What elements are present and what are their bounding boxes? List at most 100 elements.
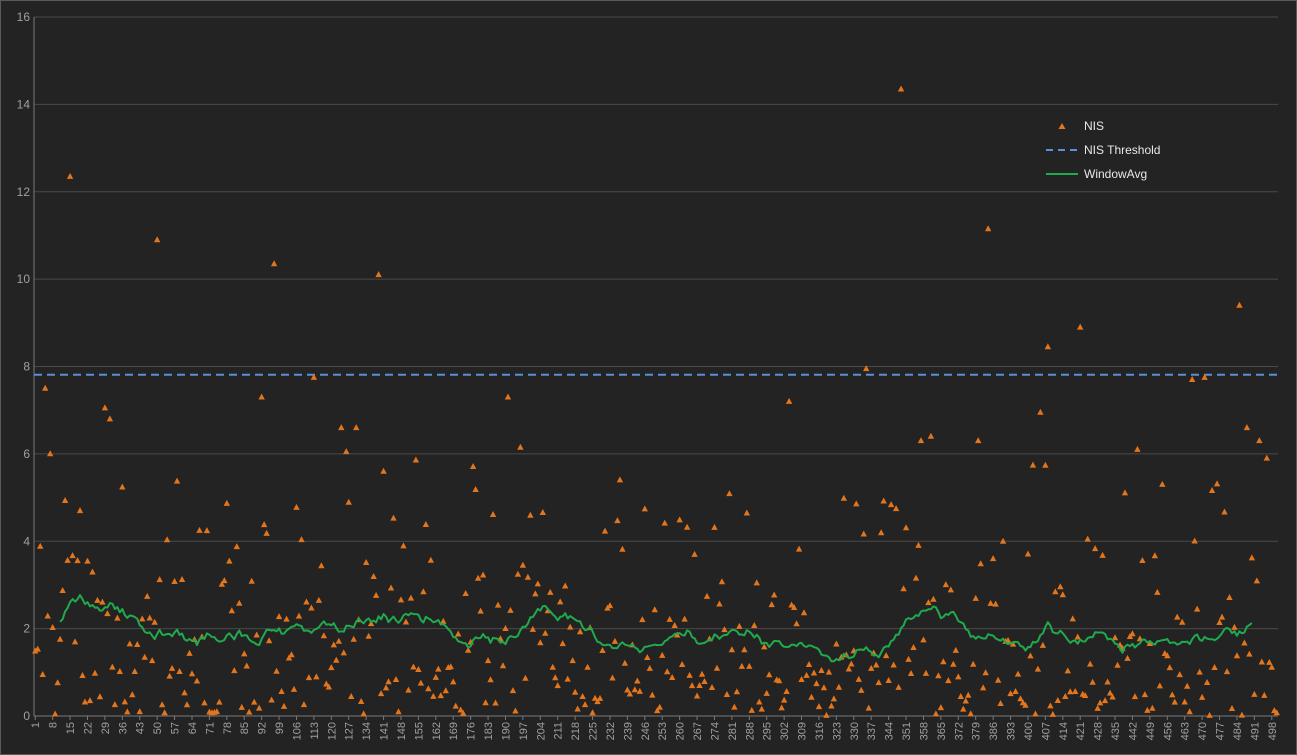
- nis-point: [950, 660, 957, 667]
- nis-point: [370, 572, 377, 579]
- x-tick-label: 8: [48, 722, 60, 728]
- nis-point: [681, 615, 688, 622]
- nis-point: [315, 596, 323, 603]
- y-tick-label: 12: [17, 185, 31, 199]
- legend-item-windowavg: WindowAvg: [1046, 167, 1147, 181]
- nis-point: [1223, 668, 1231, 675]
- nis-point: [1067, 688, 1074, 695]
- nis-point: [66, 172, 74, 179]
- legend-item-nis: NIS: [1058, 119, 1104, 133]
- nis-point: [313, 673, 320, 680]
- x-tick-label: 239: [622, 722, 634, 740]
- nis-point: [910, 644, 917, 651]
- nis-point: [858, 686, 865, 693]
- x-tick-label: 155: [413, 722, 425, 740]
- nis-point: [678, 660, 686, 667]
- x-tick-label: 113: [309, 722, 321, 740]
- nis-point: [885, 676, 892, 683]
- nis-point: [1042, 461, 1049, 468]
- x-tick-label: 120: [326, 722, 338, 740]
- nis-point: [955, 673, 962, 680]
- nis-point: [69, 552, 76, 559]
- nis-point: [746, 662, 753, 669]
- nis-point: [1034, 665, 1042, 672]
- nis-point: [238, 703, 245, 710]
- x-tick-label: 288: [744, 722, 756, 740]
- x-tick-label: 281: [727, 722, 739, 740]
- nis-point: [91, 669, 99, 676]
- gridlines: [34, 16, 1278, 630]
- nis-point: [362, 558, 370, 565]
- nis-point: [1201, 373, 1208, 380]
- nis-point: [1211, 664, 1218, 671]
- nis-point: [305, 674, 313, 681]
- nis-point: [835, 683, 843, 690]
- nis-point: [158, 701, 166, 708]
- nis-point: [1096, 699, 1104, 706]
- nis-point: [141, 653, 148, 660]
- nis-point: [56, 635, 64, 642]
- x-tick-label: 50: [152, 722, 164, 734]
- nis-point: [895, 683, 902, 690]
- nis-point: [265, 637, 273, 644]
- nis-point: [156, 576, 163, 583]
- nis-point: [1196, 668, 1203, 675]
- x-tick-label: 400: [1023, 722, 1035, 740]
- nis-point: [226, 557, 233, 564]
- x-tick-label: 99: [274, 722, 286, 734]
- x-tick-label: 358: [918, 722, 930, 740]
- x-tick-label: 344: [884, 722, 896, 740]
- nis-point: [37, 542, 44, 549]
- nis-point: [1166, 664, 1173, 671]
- nis-point: [994, 676, 1002, 683]
- x-tick-label: 15: [65, 722, 77, 734]
- nis-point: [64, 556, 71, 563]
- nis-point: [698, 670, 706, 677]
- nis-point: [1017, 695, 1024, 702]
- x-tick-label: 267: [692, 722, 704, 740]
- x-tick-label: 106: [291, 722, 303, 740]
- nis-point: [171, 577, 178, 584]
- nis-point: [626, 690, 634, 697]
- nis-point: [683, 523, 691, 530]
- nis-point: [631, 686, 639, 693]
- nis-point: [392, 675, 400, 682]
- nis-point: [900, 585, 907, 592]
- nis-point: [183, 701, 191, 708]
- nis-point: [168, 664, 176, 671]
- nis-point: [989, 555, 997, 562]
- x-tick-label: 365: [936, 722, 948, 740]
- nis-point: [39, 671, 46, 678]
- x-tick-label: 477: [1215, 722, 1227, 740]
- nis-point: [833, 640, 840, 647]
- window-avg-layer: [59, 594, 1253, 663]
- nis-point: [542, 629, 549, 636]
- nis-point: [639, 616, 646, 623]
- x-axis: 1 8 15 22 29 36 43 50 57 64 71 78 85 92 99 106 113 120 127…: [30, 715, 1279, 740]
- nis-point: [514, 570, 522, 577]
- nis-point: [1027, 652, 1034, 659]
- nis-point: [845, 665, 853, 672]
- nis-point: [293, 503, 300, 510]
- nis-point: [783, 688, 790, 695]
- nis-point: [153, 236, 161, 243]
- nis-point: [472, 485, 479, 492]
- x-tick-label: 127: [344, 722, 356, 740]
- nis-point: [260, 521, 268, 528]
- nis-point: [557, 598, 564, 605]
- nis-point: [1181, 698, 1188, 705]
- nis-point: [609, 674, 616, 681]
- nis-point: [1086, 660, 1094, 667]
- nis-point: [308, 604, 315, 611]
- nis-point: [350, 635, 357, 642]
- nis-point: [288, 651, 295, 658]
- nis-point: [775, 677, 783, 684]
- y-tick-label: 8: [23, 360, 30, 374]
- nis-point: [571, 688, 579, 695]
- nis-point: [733, 688, 741, 695]
- nis-point: [1037, 408, 1044, 415]
- nis-point: [430, 692, 437, 699]
- nis-point: [335, 637, 342, 644]
- nis-point: [997, 700, 1004, 707]
